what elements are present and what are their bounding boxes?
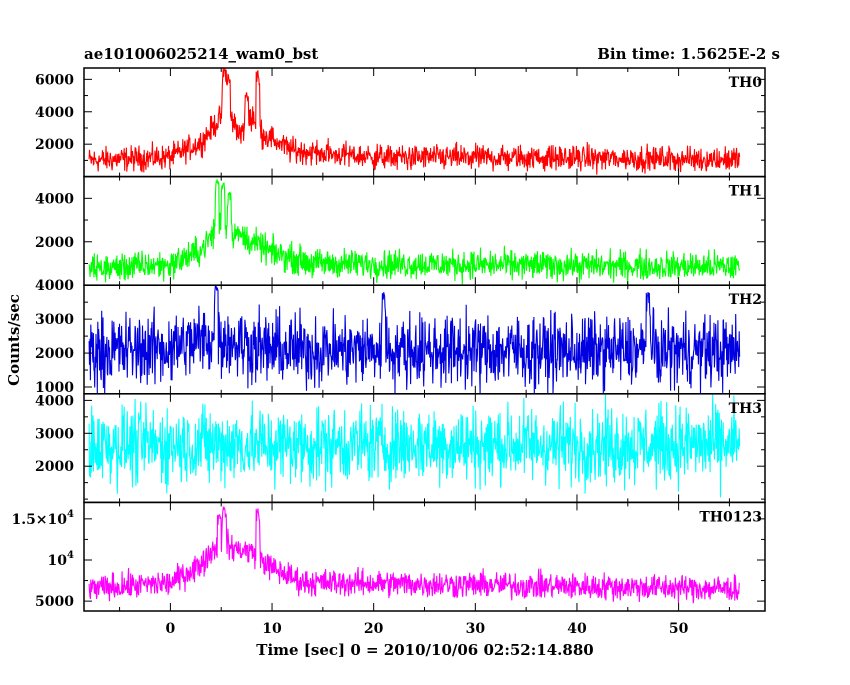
- y-tick-label: 4000: [35, 393, 74, 409]
- series-th1: [88, 179, 741, 286]
- y-tick-label: 3000: [35, 426, 74, 442]
- panel-th3: 2000 3000 4000 TH3: [35, 393, 766, 504]
- x-tick-label: 20: [364, 621, 384, 637]
- x-axis: 0 10 20 30 40 50: [166, 621, 689, 637]
- x-tick-label: 10: [262, 621, 282, 637]
- panel-th0123: 5000 104 1.5×104 TH0123: [11, 501, 766, 612]
- panel-th1: 2000 4000 TH1: [35, 175, 766, 286]
- panel-th0: 2000 4000 6000 TH0: [35, 67, 766, 178]
- y-tick-label: 4000: [35, 278, 74, 294]
- series-th2: [88, 285, 741, 394]
- x-tick-label: 50: [669, 621, 689, 637]
- panel-label-th0: TH0: [729, 75, 763, 91]
- y-tick-label: 1.5×104: [11, 509, 74, 528]
- y-axis-label: Counts/sec: [5, 294, 23, 386]
- series-th0123: [88, 505, 740, 604]
- y-tick-label: 104: [48, 550, 74, 569]
- x-tick-label: 40: [567, 621, 587, 637]
- series-th3: [88, 393, 741, 498]
- y-tick-label: 2000: [35, 346, 74, 362]
- file-title: ae101006025214_wam0_bst: [84, 45, 318, 63]
- panel-label-th3: TH3: [729, 401, 762, 417]
- x-tick-label: 30: [466, 621, 486, 637]
- panels-group: 2000 4000 6000 TH0 2000 4000 TH1 1000 2000 3000 40…: [11, 67, 766, 612]
- y-tick-label: 4000: [35, 105, 74, 121]
- y-tick-label: 4000: [35, 191, 74, 207]
- panel-th2: 1000 2000 3000 4000 TH2: [35, 278, 766, 396]
- panel-label-th1: TH1: [729, 184, 762, 200]
- panel-label-th0123: TH0123: [699, 509, 762, 525]
- series-th0: [88, 67, 741, 175]
- y-tick-label: 1000: [35, 380, 74, 396]
- y-tick-label: 2000: [35, 137, 74, 153]
- y-tick-label: 3000: [35, 312, 74, 328]
- panel-frame: [83, 501, 766, 612]
- y-tick-label: 2000: [35, 235, 74, 251]
- y-tick-label: 5000: [35, 594, 74, 610]
- panel-label-th2: TH2: [729, 292, 762, 308]
- y-tick-label: 2000: [35, 459, 74, 475]
- x-axis-label: Time [sec] 0 = 2010/10/06 02:52:14.880: [256, 641, 593, 659]
- y-tick-label: 6000: [35, 72, 74, 88]
- x-tick-label: 0: [166, 621, 176, 637]
- bin-time-label: Bin time: 1.5625E-2 s: [597, 45, 780, 63]
